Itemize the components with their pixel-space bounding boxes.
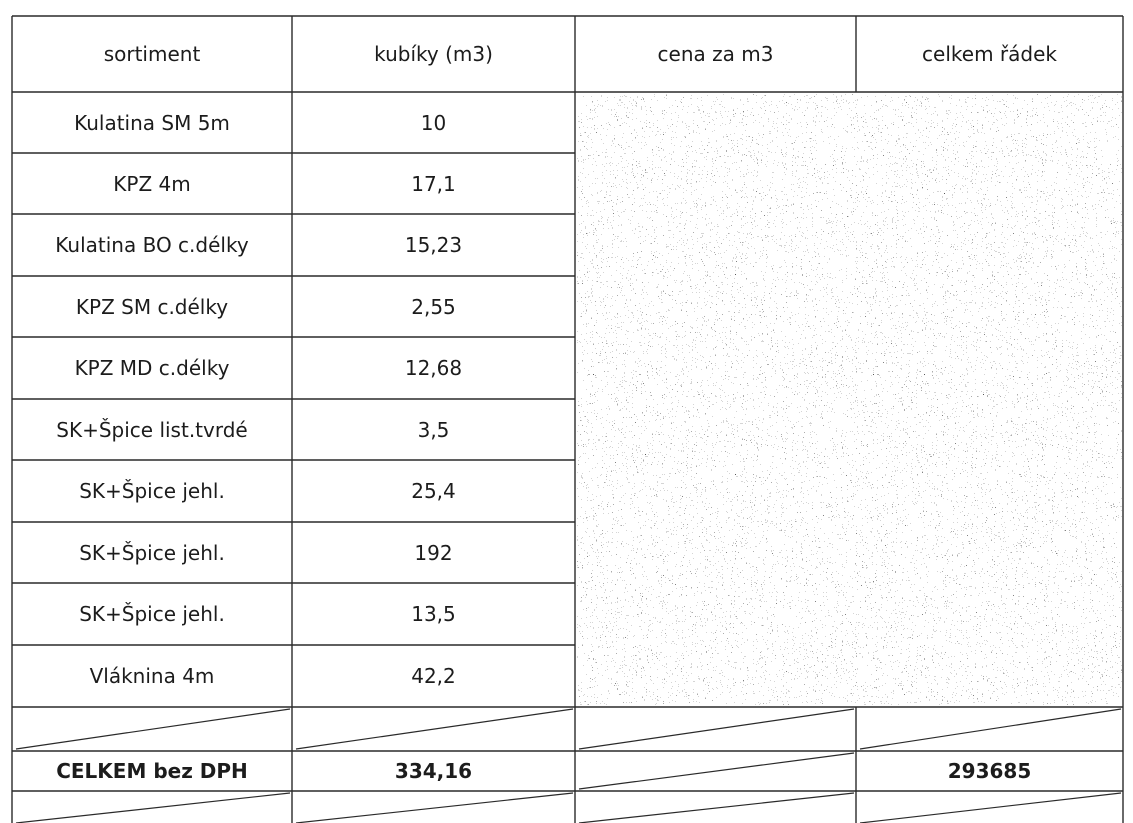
- row-3-sortiment: Kulatina BO c.délky: [55, 233, 249, 257]
- row-8-sortiment: SK+Špice jehl.: [79, 540, 225, 565]
- row-4-sortiment: KPZ SM c.délky: [75, 294, 229, 319]
- row-1-kubiky: 10: [420, 110, 447, 135]
- row-2-sortiment: KPZ 4m: [113, 171, 191, 196]
- header-sortiment: sortiment: [103, 42, 201, 66]
- total-label: CELKEM bez DPH: [56, 759, 248, 783]
- row-9-kubiky: 13,5: [411, 602, 456, 626]
- row-7-sortiment: SK+Špice jehl.: [79, 479, 225, 503]
- redacted-area: [577, 94, 1122, 705]
- row-2-kubiky: 17,1: [411, 171, 456, 196]
- row-10-kubiky: 42,2: [411, 664, 456, 688]
- header-kubiky: kubíky (m3): [374, 42, 493, 66]
- row-5-kubiky: 12,68: [404, 356, 463, 380]
- row-9-sortiment: SK+Špice jehl.: [79, 602, 225, 626]
- row-4-kubiky: 2,55: [411, 294, 456, 319]
- row-1-sortiment: Kulatina SM 5m: [74, 110, 230, 135]
- total-celkem: 293685: [947, 759, 1032, 783]
- row-5-sortiment: KPZ MD c.délky: [74, 356, 230, 380]
- row-10-sortiment: Vláknina 4m: [89, 664, 215, 688]
- row-6-sortiment: SK+Špice list.tvrdé: [56, 417, 248, 442]
- row-3-kubiky: 15,23: [404, 233, 463, 257]
- row-6-kubiky: 3,5: [417, 417, 450, 442]
- header-celkem-radek: celkem řádek: [922, 42, 1057, 66]
- row-8-kubiky: 192: [414, 540, 453, 565]
- header-cena-za-m3: cena za m3: [657, 42, 774, 66]
- total-kubiky: 334,16: [394, 759, 473, 783]
- row-7-kubiky: 25,4: [411, 479, 456, 503]
- strike-lines: [15, 708, 1122, 823]
